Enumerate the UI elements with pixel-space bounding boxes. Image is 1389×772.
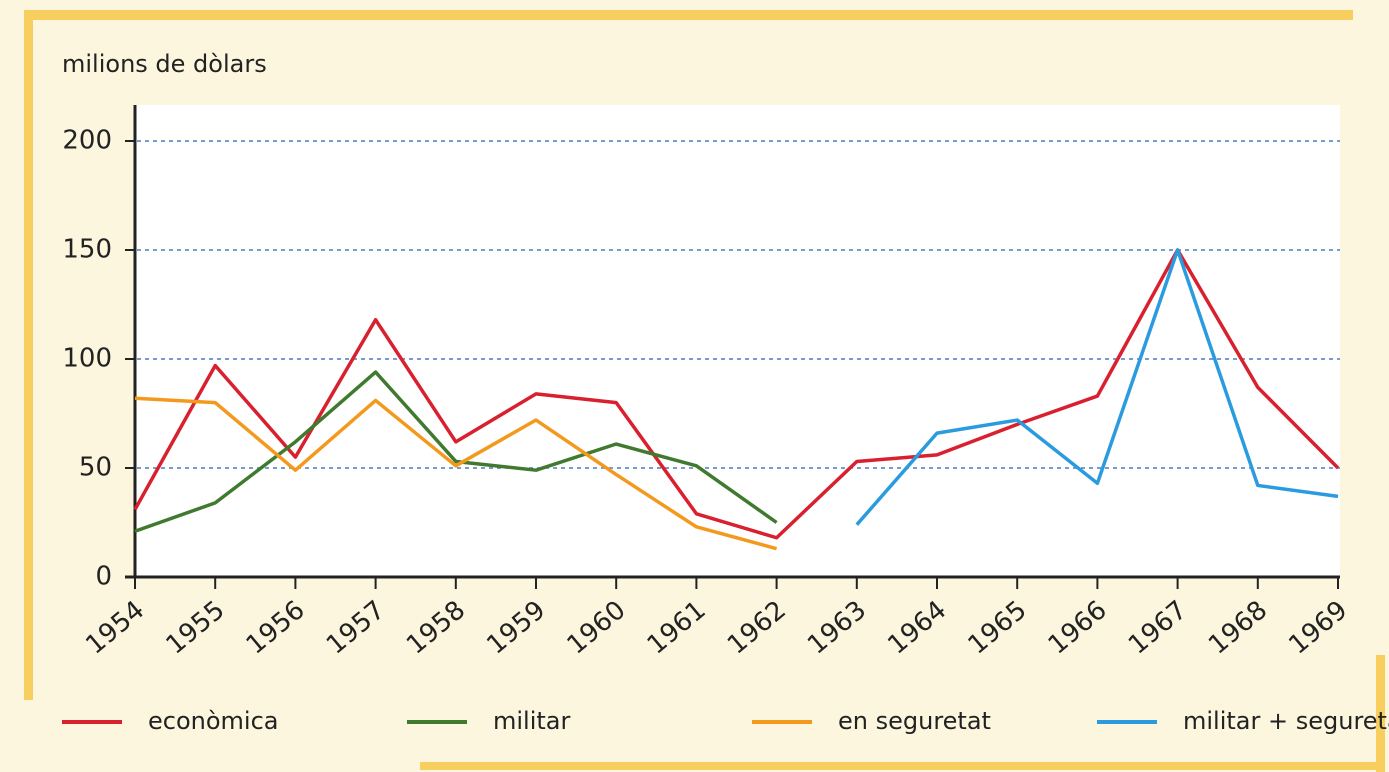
y-tick-label: 200 bbox=[62, 126, 112, 156]
y-tick-label: 100 bbox=[62, 344, 112, 374]
legend-label: militar bbox=[493, 707, 571, 735]
legend-label: en seguretat bbox=[838, 707, 991, 735]
y-axis-label: milions de dòlars bbox=[62, 50, 267, 78]
frame-right bbox=[1376, 655, 1385, 772]
series-line bbox=[855, 248, 1339, 526]
plot-area bbox=[135, 105, 1340, 577]
y-tick-label: 150 bbox=[62, 235, 112, 265]
series-line bbox=[134, 370, 778, 533]
frame-bottom bbox=[420, 762, 1380, 770]
y-tick-label: 0 bbox=[95, 562, 112, 592]
legend-label: econòmica bbox=[148, 707, 279, 735]
series-line bbox=[133, 248, 1340, 540]
series-line bbox=[134, 396, 778, 551]
legend-label: militar + seguretat bbox=[1183, 707, 1389, 735]
frame-top bbox=[28, 10, 1353, 20]
y-tick-label: 50 bbox=[79, 453, 112, 483]
frame-left bbox=[24, 10, 33, 700]
